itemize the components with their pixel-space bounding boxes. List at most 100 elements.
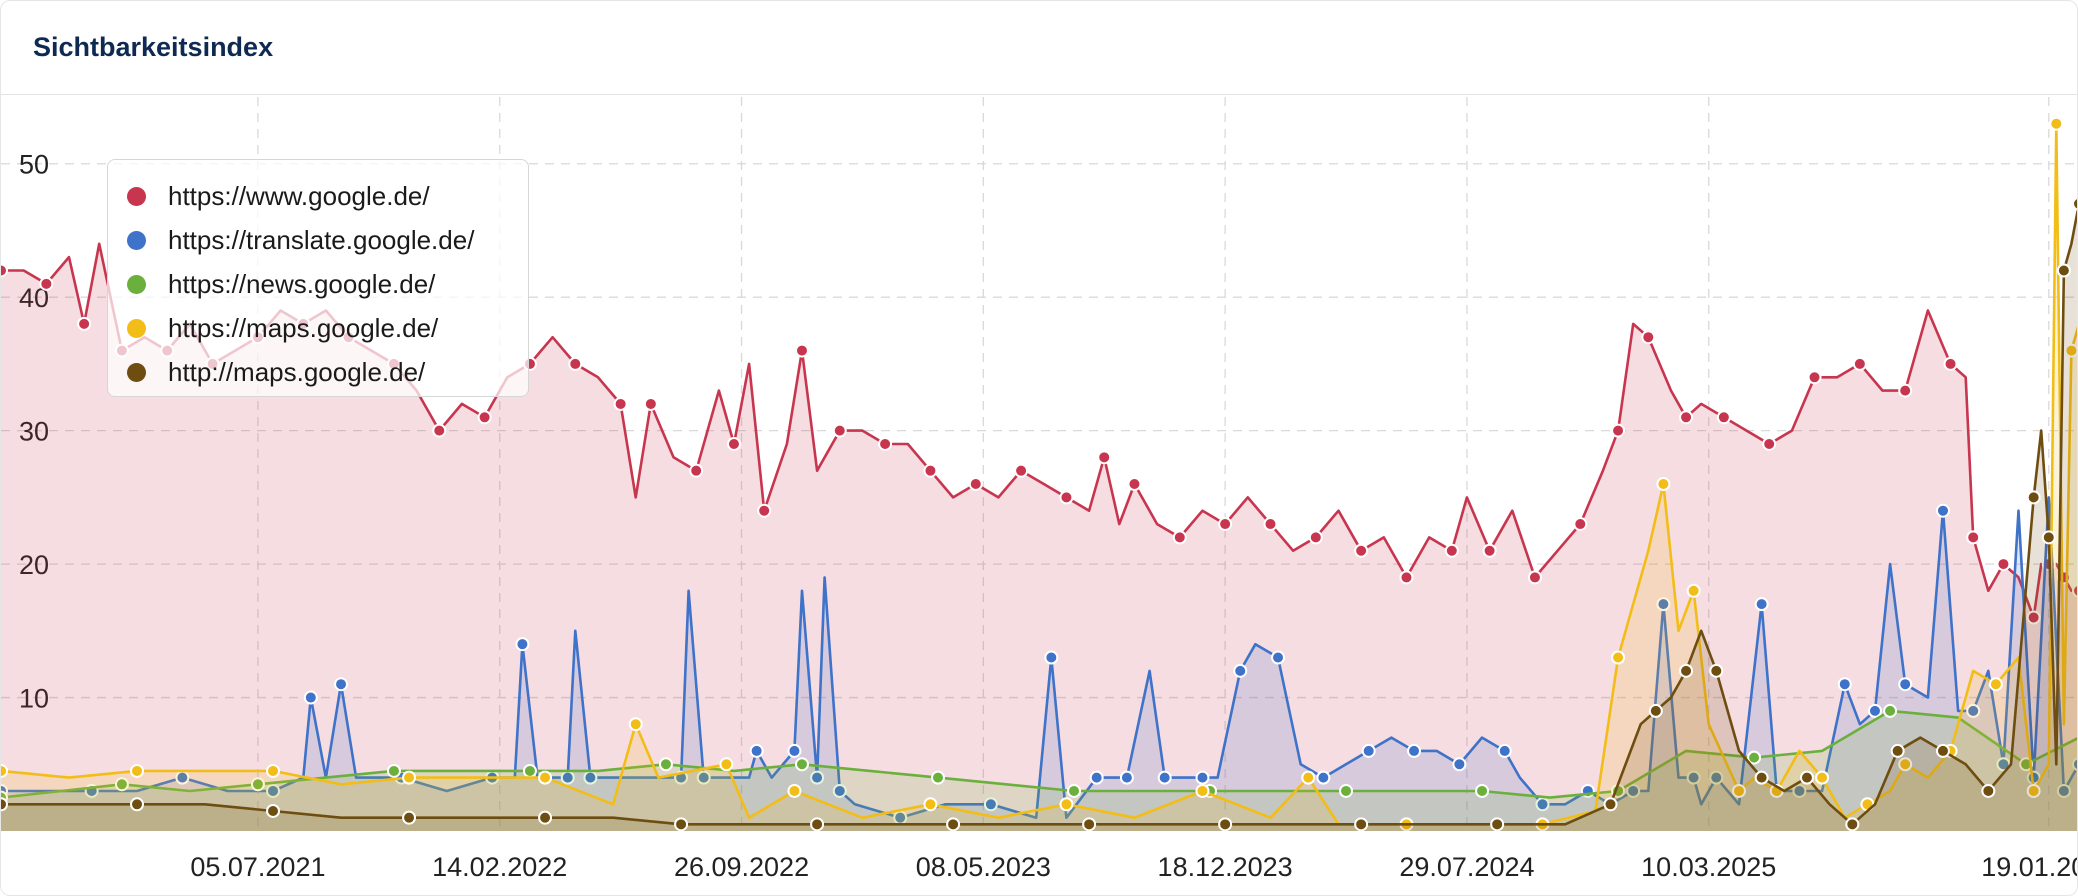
data-point bbox=[1611, 423, 1626, 438]
data-point bbox=[878, 436, 893, 451]
data-point bbox=[1890, 743, 1905, 758]
x-tick-label: 10.03.2025 bbox=[1641, 852, 1776, 882]
data-point bbox=[658, 757, 673, 772]
legend-dot-icon bbox=[127, 231, 146, 250]
data-point bbox=[2072, 584, 2077, 598]
data-point bbox=[515, 637, 530, 652]
data-point bbox=[1452, 757, 1467, 772]
data-point bbox=[726, 436, 741, 451]
data-point bbox=[130, 797, 145, 812]
data-point bbox=[1527, 570, 1542, 585]
data-point bbox=[1656, 597, 1671, 612]
data-point bbox=[1716, 410, 1731, 425]
y-tick-label: 50 bbox=[19, 150, 49, 180]
series-area bbox=[1, 710, 2077, 831]
data-point bbox=[386, 763, 401, 778]
data-point bbox=[2026, 610, 2041, 625]
legend-dot-icon bbox=[127, 319, 146, 338]
data-point bbox=[1603, 797, 1618, 812]
data-point bbox=[250, 777, 265, 792]
data-point bbox=[1497, 743, 1512, 758]
data-point bbox=[1339, 783, 1354, 798]
data-point bbox=[1867, 703, 1882, 718]
data-point bbox=[1014, 463, 1029, 478]
data-point bbox=[477, 410, 492, 425]
data-point bbox=[1301, 770, 1316, 785]
data-point bbox=[1, 797, 8, 812]
data-point bbox=[2049, 116, 2064, 131]
series-area bbox=[1, 497, 2077, 831]
data-point bbox=[2056, 783, 2071, 798]
data-point bbox=[1883, 703, 1898, 718]
legend-item[interactable]: http://maps.google.de/ bbox=[108, 350, 528, 394]
data-point bbox=[1354, 543, 1369, 558]
x-tick-label: 18.12.2023 bbox=[1158, 852, 1293, 882]
chart-legend: https://www.google.de/https://translate.… bbox=[107, 159, 529, 397]
data-point bbox=[1799, 770, 1814, 785]
data-point bbox=[719, 757, 734, 772]
x-tick-label: 08.05.2023 bbox=[916, 852, 1051, 882]
data-point bbox=[968, 477, 983, 492]
data-point bbox=[1935, 503, 1950, 518]
data-point bbox=[1747, 750, 1762, 765]
legend-label: https://maps.google.de/ bbox=[168, 313, 439, 343]
data-point bbox=[1815, 770, 1830, 785]
series-line bbox=[1, 496, 2077, 819]
data-point bbox=[1316, 770, 1331, 785]
data-point bbox=[1626, 783, 1641, 798]
data-point bbox=[130, 763, 145, 778]
data-point bbox=[1407, 743, 1422, 758]
data-point bbox=[1475, 783, 1490, 798]
data-point bbox=[1218, 517, 1233, 532]
data-point bbox=[1648, 703, 1663, 718]
data-point bbox=[1308, 530, 1323, 545]
data-point bbox=[1573, 517, 1588, 532]
data-point bbox=[1082, 817, 1097, 832]
data-point bbox=[1845, 817, 1860, 832]
data-point bbox=[1195, 770, 1210, 785]
data-point bbox=[1263, 517, 1278, 532]
data-point bbox=[643, 396, 658, 411]
data-point bbox=[946, 817, 961, 832]
data-point bbox=[266, 783, 281, 798]
legend-item[interactable]: https://www.google.de/ bbox=[108, 174, 528, 218]
data-point bbox=[1399, 570, 1414, 585]
data-point bbox=[1044, 650, 1059, 665]
data-point bbox=[2041, 530, 2056, 545]
legend-item[interactable]: https://translate.google.de/ bbox=[108, 218, 528, 262]
data-point bbox=[1686, 583, 1701, 598]
data-point bbox=[1709, 770, 1724, 785]
data-point bbox=[674, 817, 689, 832]
data-point bbox=[1966, 530, 1981, 545]
data-point bbox=[538, 770, 553, 785]
data-point bbox=[1172, 530, 1187, 545]
data-point bbox=[1792, 783, 1807, 798]
legend-dot-icon bbox=[127, 275, 146, 294]
data-point bbox=[1731, 783, 1746, 798]
data-point bbox=[1981, 783, 1996, 798]
data-point bbox=[1097, 450, 1112, 465]
data-point bbox=[1059, 490, 1074, 505]
data-point bbox=[1127, 477, 1142, 492]
x-tick-label: 29.07.2024 bbox=[1399, 852, 1534, 882]
data-point bbox=[1943, 356, 1958, 371]
series-5 bbox=[1, 197, 2077, 832]
data-point bbox=[1935, 743, 1950, 758]
legend-item[interactable]: https://news.google.de/ bbox=[108, 262, 528, 306]
data-point bbox=[1218, 817, 1233, 832]
x-tick-label: 26.09.2022 bbox=[674, 852, 809, 882]
legend-label: https://www.google.de/ bbox=[168, 181, 430, 211]
x-tick-label: 05.07.2021 bbox=[190, 852, 325, 882]
data-point bbox=[1, 263, 8, 278]
data-point bbox=[832, 423, 847, 438]
data-point bbox=[787, 783, 802, 798]
data-point bbox=[810, 817, 825, 832]
data-point bbox=[1754, 597, 1769, 612]
data-point bbox=[810, 770, 825, 785]
data-point bbox=[1641, 330, 1656, 345]
data-point bbox=[266, 763, 281, 778]
data-point bbox=[1762, 436, 1777, 451]
data-point bbox=[1233, 663, 1248, 678]
legend-item[interactable]: https://maps.google.de/ bbox=[108, 306, 528, 350]
